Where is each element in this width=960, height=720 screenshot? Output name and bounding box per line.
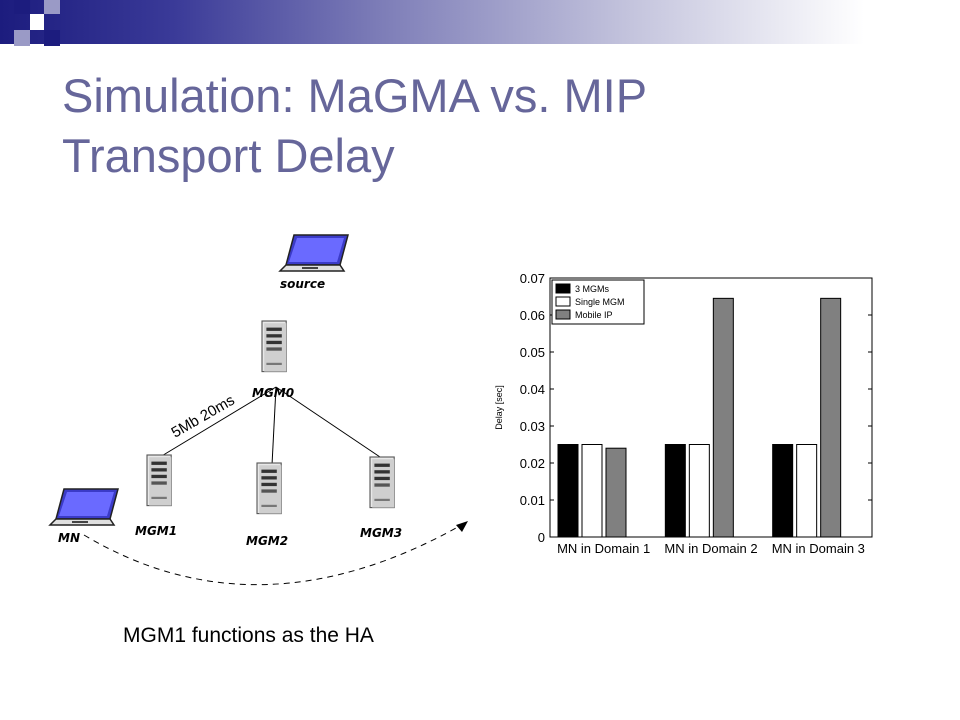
- legend-label: Mobile IP: [575, 310, 613, 320]
- network-diagram: source MGM0 5Mb 20ms MGM1 MGM2 MGM3 MN: [49, 234, 468, 586]
- x-tick-label: MN in Domain 1: [557, 541, 650, 556]
- y-tick-label: 0.07: [520, 271, 545, 286]
- y-tick-label: 0.03: [520, 419, 545, 434]
- bar-mobile-ip: [712, 297, 734, 538]
- y-tick-label: 0: [538, 530, 545, 545]
- bar-single-mgm: [688, 444, 710, 538]
- y-tick-label: 0.04: [520, 382, 545, 397]
- slide-title-line-1: Simulation: MaGMA vs. MIP: [62, 69, 648, 122]
- x-tick-label: MN in Domain 2: [664, 541, 757, 556]
- mgm2-server-icon: [256, 462, 282, 515]
- corner-square-5: [44, 30, 60, 46]
- legend-swatch: [555, 283, 571, 294]
- bar-3-mgms: [557, 444, 579, 538]
- bar-mobile-ip: [820, 297, 842, 538]
- mgm3-server-icon: [369, 456, 395, 509]
- link-mgm0-mgm1: [159, 386, 277, 458]
- mgm1-server-icon: [146, 454, 172, 507]
- slide-title: Simulation: MaGMA vs. MIP Transport Dela…: [62, 66, 922, 186]
- legend-swatch: [555, 296, 571, 307]
- bar-3-mgms: [664, 444, 686, 538]
- y-tick-label: 0.06: [520, 308, 545, 323]
- bar-single-mgm: [581, 444, 603, 538]
- corner-square-3: [30, 14, 44, 30]
- slide-title-line-2: Transport Delay: [62, 129, 395, 182]
- y-tick-label: 0.01: [520, 493, 545, 508]
- mgm1-label: MGM1: [135, 524, 177, 538]
- bar-mobile-ip: [605, 447, 627, 538]
- mgm0-server-icon: [261, 320, 287, 373]
- mn-label: MN: [58, 531, 80, 545]
- mgm0-label: MGM0: [252, 386, 294, 400]
- x-tick-label: MN in Domain 3: [772, 541, 865, 556]
- y-axis-label: Delay [sec]: [494, 385, 504, 430]
- movement-arrowhead-icon: [456, 521, 468, 532]
- source-laptop-icon: [279, 234, 349, 272]
- mn-movement-path: [83, 522, 466, 586]
- y-tick-label: 0.02: [520, 456, 545, 471]
- legend-swatch: [555, 309, 571, 320]
- corner-square-1: [14, 0, 30, 14]
- source-label: source: [280, 277, 325, 291]
- corner-square-4: [14, 30, 30, 46]
- mgm3-label: MGM3: [360, 526, 402, 540]
- delay-bar-chart: 0 0.01 0.02 0.03 0.04 0.05 0.06 0.07 Delay [sec]…: [494, 271, 873, 556]
- mgm2-label: MGM2: [246, 534, 288, 548]
- link-mgm0-mgm3: [275, 386, 381, 458]
- legend-label: Single MGM: [575, 297, 625, 307]
- caption-text: MGM1 functions as the HA: [123, 624, 374, 647]
- y-tick-label: 0.05: [520, 345, 545, 360]
- corner-square-2: [44, 0, 60, 14]
- bar-3-mgms: [772, 444, 794, 538]
- legend-label: 3 MGMs: [575, 284, 610, 294]
- link-mgm0-mgm2: [271, 386, 277, 466]
- mn-laptop-icon: [49, 488, 119, 526]
- header-band: [0, 0, 960, 44]
- bar-single-mgm: [796, 444, 818, 538]
